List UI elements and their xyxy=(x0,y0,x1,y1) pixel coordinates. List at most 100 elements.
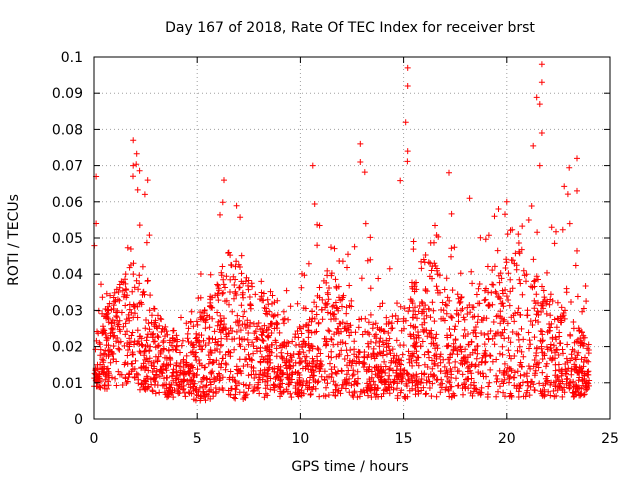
data-point xyxy=(168,342,175,349)
data-point xyxy=(245,282,251,289)
data-point xyxy=(281,342,288,349)
data-point xyxy=(383,351,390,358)
data-point xyxy=(233,382,240,389)
data-point xyxy=(218,269,225,276)
data-point xyxy=(139,291,146,298)
data-point xyxy=(548,356,555,363)
data-point xyxy=(547,291,554,298)
data-point xyxy=(219,263,226,270)
data-point xyxy=(274,311,281,318)
data-point xyxy=(457,343,464,350)
data-point xyxy=(540,382,547,389)
data-point xyxy=(485,289,492,296)
data-point xyxy=(447,332,454,339)
data-point xyxy=(418,265,425,272)
data-point xyxy=(556,383,563,390)
data-point xyxy=(452,323,459,330)
data-point xyxy=(361,169,368,176)
y-tick-label: 0.01 xyxy=(52,376,83,392)
data-point xyxy=(226,374,233,381)
data-point xyxy=(393,369,400,376)
data-point xyxy=(181,368,188,375)
data-point xyxy=(433,283,440,290)
data-point xyxy=(355,324,362,331)
data-point xyxy=(422,391,429,398)
data-point xyxy=(448,314,455,321)
data-point xyxy=(574,352,581,359)
data-point xyxy=(405,348,412,355)
y-tick-label: 0.09 xyxy=(52,86,83,102)
data-point xyxy=(437,389,444,396)
data-point xyxy=(190,323,197,330)
data-point xyxy=(288,394,295,401)
data-point xyxy=(578,329,585,335)
data-point xyxy=(405,376,411,383)
data-point xyxy=(330,378,337,385)
data-point xyxy=(285,340,292,347)
data-point xyxy=(193,318,200,325)
data-point xyxy=(383,314,390,321)
data-point xyxy=(412,304,418,311)
data-point xyxy=(271,382,278,389)
data-point xyxy=(287,363,294,370)
data-point xyxy=(313,363,320,370)
data-point xyxy=(507,288,514,295)
data-point xyxy=(525,217,532,223)
data-point xyxy=(431,318,438,325)
data-point xyxy=(481,297,488,304)
data-point xyxy=(563,380,570,387)
data-point xyxy=(134,327,141,334)
data-point xyxy=(375,393,382,400)
data-point xyxy=(487,353,494,359)
data-point xyxy=(264,377,271,384)
data-point xyxy=(434,287,441,294)
data-point xyxy=(557,319,564,326)
data-point xyxy=(495,272,502,279)
data-point xyxy=(223,333,230,340)
data-point xyxy=(505,347,512,354)
data-point xyxy=(376,338,383,345)
data-point xyxy=(443,310,450,317)
data-point xyxy=(296,348,303,355)
data-point xyxy=(516,248,522,255)
data-point xyxy=(102,313,109,320)
data-point xyxy=(482,236,489,243)
data-point xyxy=(135,371,141,378)
data-point xyxy=(443,343,450,350)
data-point xyxy=(304,380,311,386)
data-point xyxy=(430,307,437,314)
data-point xyxy=(453,375,459,382)
data-point xyxy=(334,305,341,312)
data-point xyxy=(320,277,327,284)
data-point xyxy=(296,372,303,378)
data-point xyxy=(395,356,402,363)
data-point xyxy=(238,252,245,259)
data-point xyxy=(334,325,341,332)
data-point xyxy=(521,272,528,279)
data-point xyxy=(461,360,468,367)
data-point xyxy=(406,377,412,384)
data-point xyxy=(429,299,436,306)
data-point xyxy=(231,394,237,401)
data-point xyxy=(109,326,116,333)
data-point xyxy=(417,379,424,386)
data-point xyxy=(280,388,287,395)
data-point xyxy=(538,79,545,86)
data-point xyxy=(504,231,511,238)
data-point xyxy=(374,324,381,331)
data-point xyxy=(190,396,197,403)
data-point xyxy=(302,305,309,312)
data-point xyxy=(183,352,190,359)
data-point xyxy=(328,366,335,373)
data-point xyxy=(264,326,271,333)
data-point xyxy=(380,328,387,335)
data-point xyxy=(145,320,152,327)
data-point xyxy=(395,374,402,381)
data-point xyxy=(126,264,133,271)
data-point xyxy=(327,360,333,367)
data-point xyxy=(136,222,143,229)
data-point xyxy=(215,338,222,345)
data-point xyxy=(498,275,505,282)
data-point xyxy=(246,294,253,300)
data-point xyxy=(115,345,122,352)
